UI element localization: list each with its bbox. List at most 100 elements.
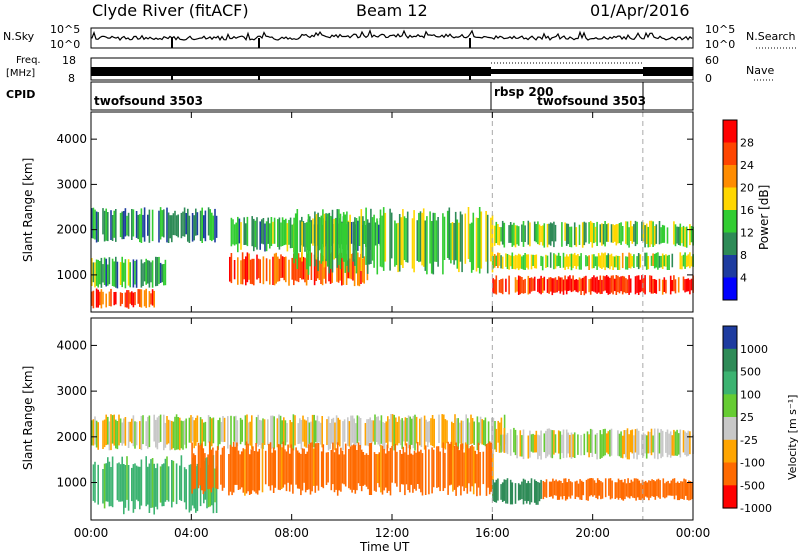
echo-streak (503, 479, 506, 501)
echo-streak (354, 217, 356, 266)
echo-streak (425, 419, 427, 442)
echo-streak (640, 483, 642, 501)
echo-streak (644, 225, 646, 248)
echo-streak (616, 482, 618, 498)
echo-streak (495, 221, 498, 244)
echo-streak (204, 210, 207, 242)
echo-streak (610, 224, 613, 243)
echo-streak (279, 415, 282, 450)
echo-streak (644, 480, 647, 497)
echo-streak (137, 289, 139, 304)
echo-streak (401, 418, 403, 449)
echo-streak (453, 223, 455, 265)
echo-streak (253, 258, 255, 286)
echo-streak (541, 225, 544, 246)
echo-streak (583, 221, 586, 246)
echo-streak (180, 455, 183, 501)
echo-streak (435, 220, 438, 262)
echo-streak (267, 419, 269, 446)
echo-streak (666, 227, 669, 244)
echo-streak (317, 212, 319, 272)
echo-streak (111, 456, 114, 508)
echo-streak (99, 291, 101, 306)
echo-streak (544, 482, 546, 497)
echo-streak (414, 414, 416, 451)
echo-streak (139, 214, 141, 243)
echo-streak (115, 209, 117, 242)
echo-streak (464, 442, 467, 488)
echo-streak (540, 430, 542, 460)
echo-streak (503, 428, 506, 453)
echo-streak (575, 255, 578, 270)
echo-streak (685, 432, 688, 457)
echo-streak (399, 450, 401, 493)
echo-streak (245, 441, 248, 494)
echo-streak (273, 253, 276, 286)
echo-streak (623, 276, 626, 293)
echo-streak (299, 257, 301, 278)
echo-streak (565, 254, 568, 267)
echo-streak (559, 277, 562, 294)
echo-streak (572, 254, 574, 269)
echo-streak (611, 480, 613, 499)
echo-streak (684, 227, 686, 247)
echo-streak (476, 454, 478, 497)
echo-streak (492, 479, 494, 502)
echo-streak (196, 415, 199, 443)
echo-streak (97, 289, 99, 308)
echo-streak (291, 257, 293, 280)
velocity-plot-area (91, 318, 694, 520)
echo-streak (335, 448, 337, 490)
echo-streak (385, 421, 387, 443)
echo-streak (607, 223, 610, 242)
echo-streak (522, 221, 525, 247)
echo-streak (390, 414, 392, 443)
echo-streak (524, 225, 526, 242)
echo-streak (273, 217, 276, 244)
echo-streak (476, 416, 479, 451)
echo-streak (467, 207, 470, 259)
echo-streak (199, 445, 201, 486)
echo-streak (677, 277, 680, 293)
echo-streak (511, 224, 514, 247)
echo-streak (384, 453, 387, 488)
echo-streak (492, 450, 494, 496)
echo-streak (95, 420, 98, 448)
echo-streak (514, 277, 517, 293)
echo-streak (679, 429, 682, 458)
echo-streak (140, 459, 143, 506)
echo-streak (674, 279, 677, 294)
echo-streak (444, 452, 446, 489)
echo-streak (304, 257, 306, 283)
echo-streak (377, 416, 379, 445)
echo-streak (443, 414, 445, 449)
echo-streak (148, 463, 151, 513)
echo-streak (231, 446, 233, 496)
echo-streak (306, 222, 308, 270)
echo-streak (598, 480, 601, 496)
y-tick-label: 1000 (56, 476, 87, 490)
echo-streak (486, 214, 489, 274)
echo-streak (148, 209, 151, 243)
echo-streak (270, 415, 272, 449)
echo-streak (361, 258, 364, 283)
echo-streak (328, 212, 331, 274)
echo-streak (270, 217, 273, 246)
echo-streak (155, 468, 157, 507)
echo-streak (585, 255, 587, 267)
echo-streak (432, 449, 435, 488)
echo-streak (300, 453, 302, 496)
echo-streak (430, 418, 432, 446)
echo-streak (641, 275, 643, 292)
freq-label: Freq. (16, 55, 41, 66)
echo-streak (669, 431, 672, 458)
echo-streak (269, 223, 271, 249)
echo-streak (331, 418, 333, 444)
colorbar-tick-label: 1000 (740, 343, 768, 356)
nsky-right-tick-bottom: 10^0 (705, 38, 735, 51)
date-title: 01/Apr/2016 (590, 1, 690, 20)
echo-streak (330, 215, 332, 269)
echo-streak (675, 482, 677, 496)
echo-streak (602, 224, 605, 245)
y-tick-label: 2000 (56, 430, 87, 444)
